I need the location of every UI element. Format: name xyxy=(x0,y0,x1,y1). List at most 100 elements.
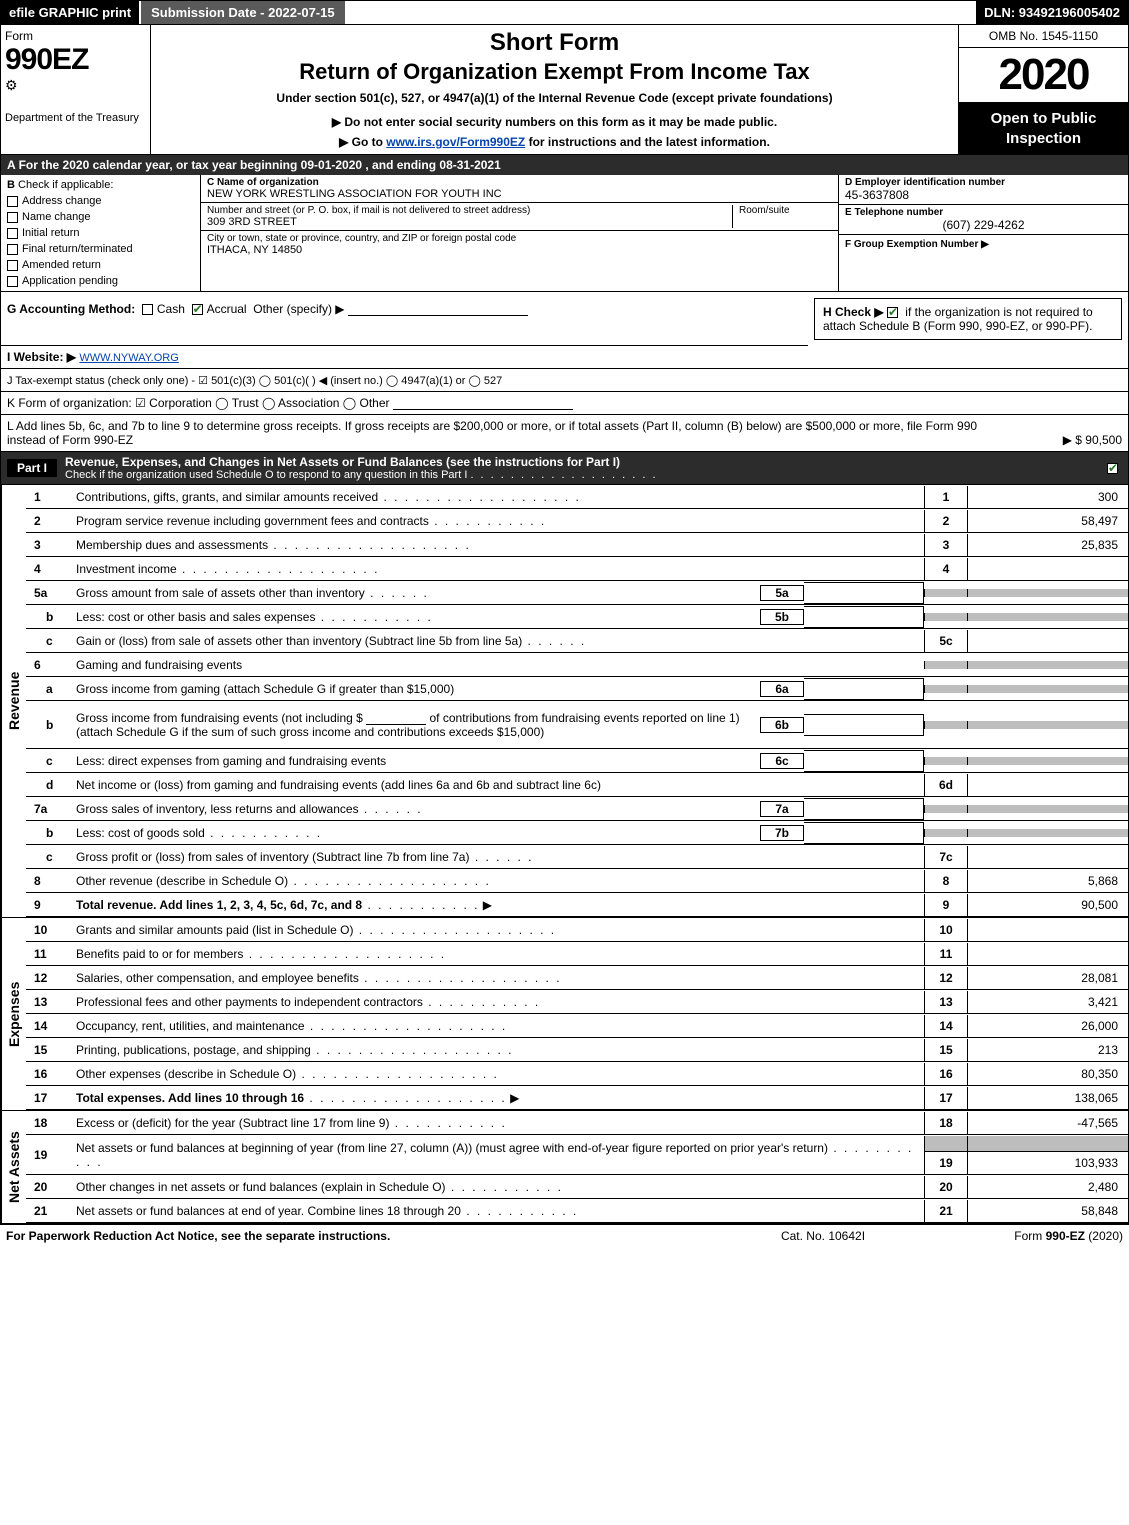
revenue-section: Revenue 1 Contributions, gifts, grants, … xyxy=(1,484,1128,917)
c-name-row: C Name of organization NEW YORK WRESTLIN… xyxy=(201,175,838,203)
ln6d-val xyxy=(968,781,1128,789)
row-gh: G Accounting Method: Cash Accrual Other … xyxy=(1,292,1128,346)
open-public: Open to Public Inspection xyxy=(959,103,1128,154)
opt-final: Final return/terminated xyxy=(22,243,133,255)
irs-link[interactable]: www.irs.gov/Form990EZ xyxy=(386,135,525,149)
ln17-val: 138,065 xyxy=(968,1087,1128,1109)
g-other-line[interactable] xyxy=(348,302,528,316)
ln10-no: 10 xyxy=(26,923,76,937)
header-left: Form 990EZ ⚙ Department of the Treasury xyxy=(1,25,151,154)
ln1-val: 300 xyxy=(968,486,1128,508)
line-19: 19 Net assets or fund balances at beginn… xyxy=(26,1135,1128,1175)
part-i-title: Revenue, Expenses, and Changes in Net As… xyxy=(65,455,620,469)
ln6c-val xyxy=(968,757,1128,765)
ln9-val: 90,500 xyxy=(968,894,1128,916)
ln9-ref: 9 xyxy=(924,894,968,916)
ln19-val-wrap: 103,933 xyxy=(968,1136,1128,1174)
ln21-val: 58,848 xyxy=(968,1200,1128,1222)
ln6c-subval[interactable] xyxy=(804,750,924,772)
line-18: 18 Excess or (deficit) for the year (Sub… xyxy=(26,1111,1128,1135)
ln6-val xyxy=(968,661,1128,669)
line-9: 9 Total revenue. Add lines 1, 2, 3, 4, 5… xyxy=(26,893,1128,917)
tax-year: 2020 xyxy=(959,48,1128,103)
line-20: 20 Other changes in net assets or fund b… xyxy=(26,1175,1128,1199)
dln: DLN: 93492196005402 xyxy=(976,1,1128,24)
ln6b-blank[interactable] xyxy=(366,711,426,725)
ln5a-subval[interactable] xyxy=(804,582,924,604)
chk-initial[interactable] xyxy=(7,228,18,239)
l-val: ▶ $ 90,500 xyxy=(1002,433,1122,447)
ln1-no: 1 xyxy=(26,490,76,504)
website-link[interactable]: WWW.NYWAY.ORG xyxy=(79,352,178,364)
h-label: H Check ▶ xyxy=(823,305,884,319)
line-16: 16 Other expenses (describe in Schedule … xyxy=(26,1062,1128,1086)
ln6a-subval[interactable] xyxy=(804,678,924,700)
ln7c-val xyxy=(968,853,1128,861)
ln6d-ref: 6d xyxy=(924,774,968,796)
ln18-val: -47,565 xyxy=(968,1112,1128,1134)
line-6d: d Net income or (loss) from gaming and f… xyxy=(26,773,1128,797)
chk-address[interactable] xyxy=(7,196,18,207)
chk-h[interactable] xyxy=(887,307,898,318)
dept-treasury: Department of the Treasury xyxy=(5,112,146,124)
ein: 45-3637808 xyxy=(845,188,1122,202)
d-row: D Employer identification number 45-3637… xyxy=(839,175,1128,205)
ln6b-ref xyxy=(924,721,968,729)
ln7a-subval[interactable] xyxy=(804,798,924,820)
k-line[interactable] xyxy=(393,396,573,410)
col-def: D Employer identification number 45-3637… xyxy=(838,175,1128,291)
chk-amended[interactable] xyxy=(7,260,18,271)
revenue-label: Revenue xyxy=(1,485,26,917)
ln6a-val xyxy=(968,685,1128,693)
ln15-desc: Printing, publications, postage, and shi… xyxy=(76,1043,924,1057)
ln5c-val xyxy=(968,637,1128,645)
form-number: 990EZ xyxy=(5,43,146,77)
page-footer: For Paperwork Reduction Act Notice, see … xyxy=(0,1224,1129,1247)
ln12-no: 12 xyxy=(26,971,76,985)
ln6c-no: c xyxy=(26,754,76,768)
ln12-val: 28,081 xyxy=(968,967,1128,989)
ln6b-subval[interactable] xyxy=(804,714,924,736)
ln7a-no: 7a xyxy=(26,802,76,816)
ln9-no: 9 xyxy=(26,898,76,912)
ln7b-subval[interactable] xyxy=(804,822,924,844)
ln17-no: 17 xyxy=(26,1091,76,1105)
line-7a: 7a Gross sales of inventory, less return… xyxy=(26,797,1128,821)
chk-schedule-o[interactable] xyxy=(1107,463,1118,474)
ln7a-desc: Gross sales of inventory, less returns a… xyxy=(76,802,760,816)
ln5b-subval[interactable] xyxy=(804,606,924,628)
ln6a-no: a xyxy=(26,682,76,696)
ln18-ref: 18 xyxy=(924,1112,968,1134)
col-b: B Check if applicable: Address change Na… xyxy=(1,175,201,291)
g-other: Other (specify) ▶ xyxy=(253,302,344,316)
ln7b-ref xyxy=(924,829,968,837)
chk-final[interactable] xyxy=(7,244,18,255)
ln14-no: 14 xyxy=(26,1019,76,1033)
chk-pending[interactable] xyxy=(7,276,18,287)
chk-cash[interactable] xyxy=(142,304,153,315)
footer-center: Cat. No. 10642I xyxy=(723,1229,923,1243)
line-6a: a Gross income from gaming (attach Sched… xyxy=(26,677,1128,701)
ln20-no: 20 xyxy=(26,1180,76,1194)
k-text: K Form of organization: ☑ Corporation ◯ … xyxy=(7,396,390,410)
efile-label[interactable]: efile GRAPHIC print xyxy=(1,1,139,24)
line-15: 15 Printing, publications, postage, and … xyxy=(26,1038,1128,1062)
ln16-ref: 16 xyxy=(924,1063,968,1085)
ln15-val: 213 xyxy=(968,1039,1128,1061)
ln12-desc: Salaries, other compensation, and employ… xyxy=(76,971,924,985)
line-a-text: For the 2020 calendar year, or tax year … xyxy=(19,158,501,172)
goto-pre: ▶ Go to xyxy=(339,135,386,149)
l-text: L Add lines 5b, 6c, and 7b to line 9 to … xyxy=(7,419,1002,447)
line-14: 14 Occupancy, rent, utilities, and maint… xyxy=(26,1014,1128,1038)
ln11-desc: Benefits paid to or for members xyxy=(76,947,924,961)
chk-accrual[interactable] xyxy=(192,304,203,315)
form-header: Form 990EZ ⚙ Department of the Treasury … xyxy=(1,25,1128,155)
org-city: ITHACA, NY 14850 xyxy=(207,244,832,256)
c-addr-row: Number and street (or P. O. box, if mail… xyxy=(201,203,838,231)
submission-date: Submission Date - 2022-07-15 xyxy=(139,1,347,24)
chk-name[interactable] xyxy=(7,212,18,223)
ln6b-desc: Gross income from fundraising events (no… xyxy=(76,711,760,739)
line-5a: 5a Gross amount from sale of assets othe… xyxy=(26,581,1128,605)
ln2-no: 2 xyxy=(26,514,76,528)
goto-post: for instructions and the latest informat… xyxy=(525,135,770,149)
